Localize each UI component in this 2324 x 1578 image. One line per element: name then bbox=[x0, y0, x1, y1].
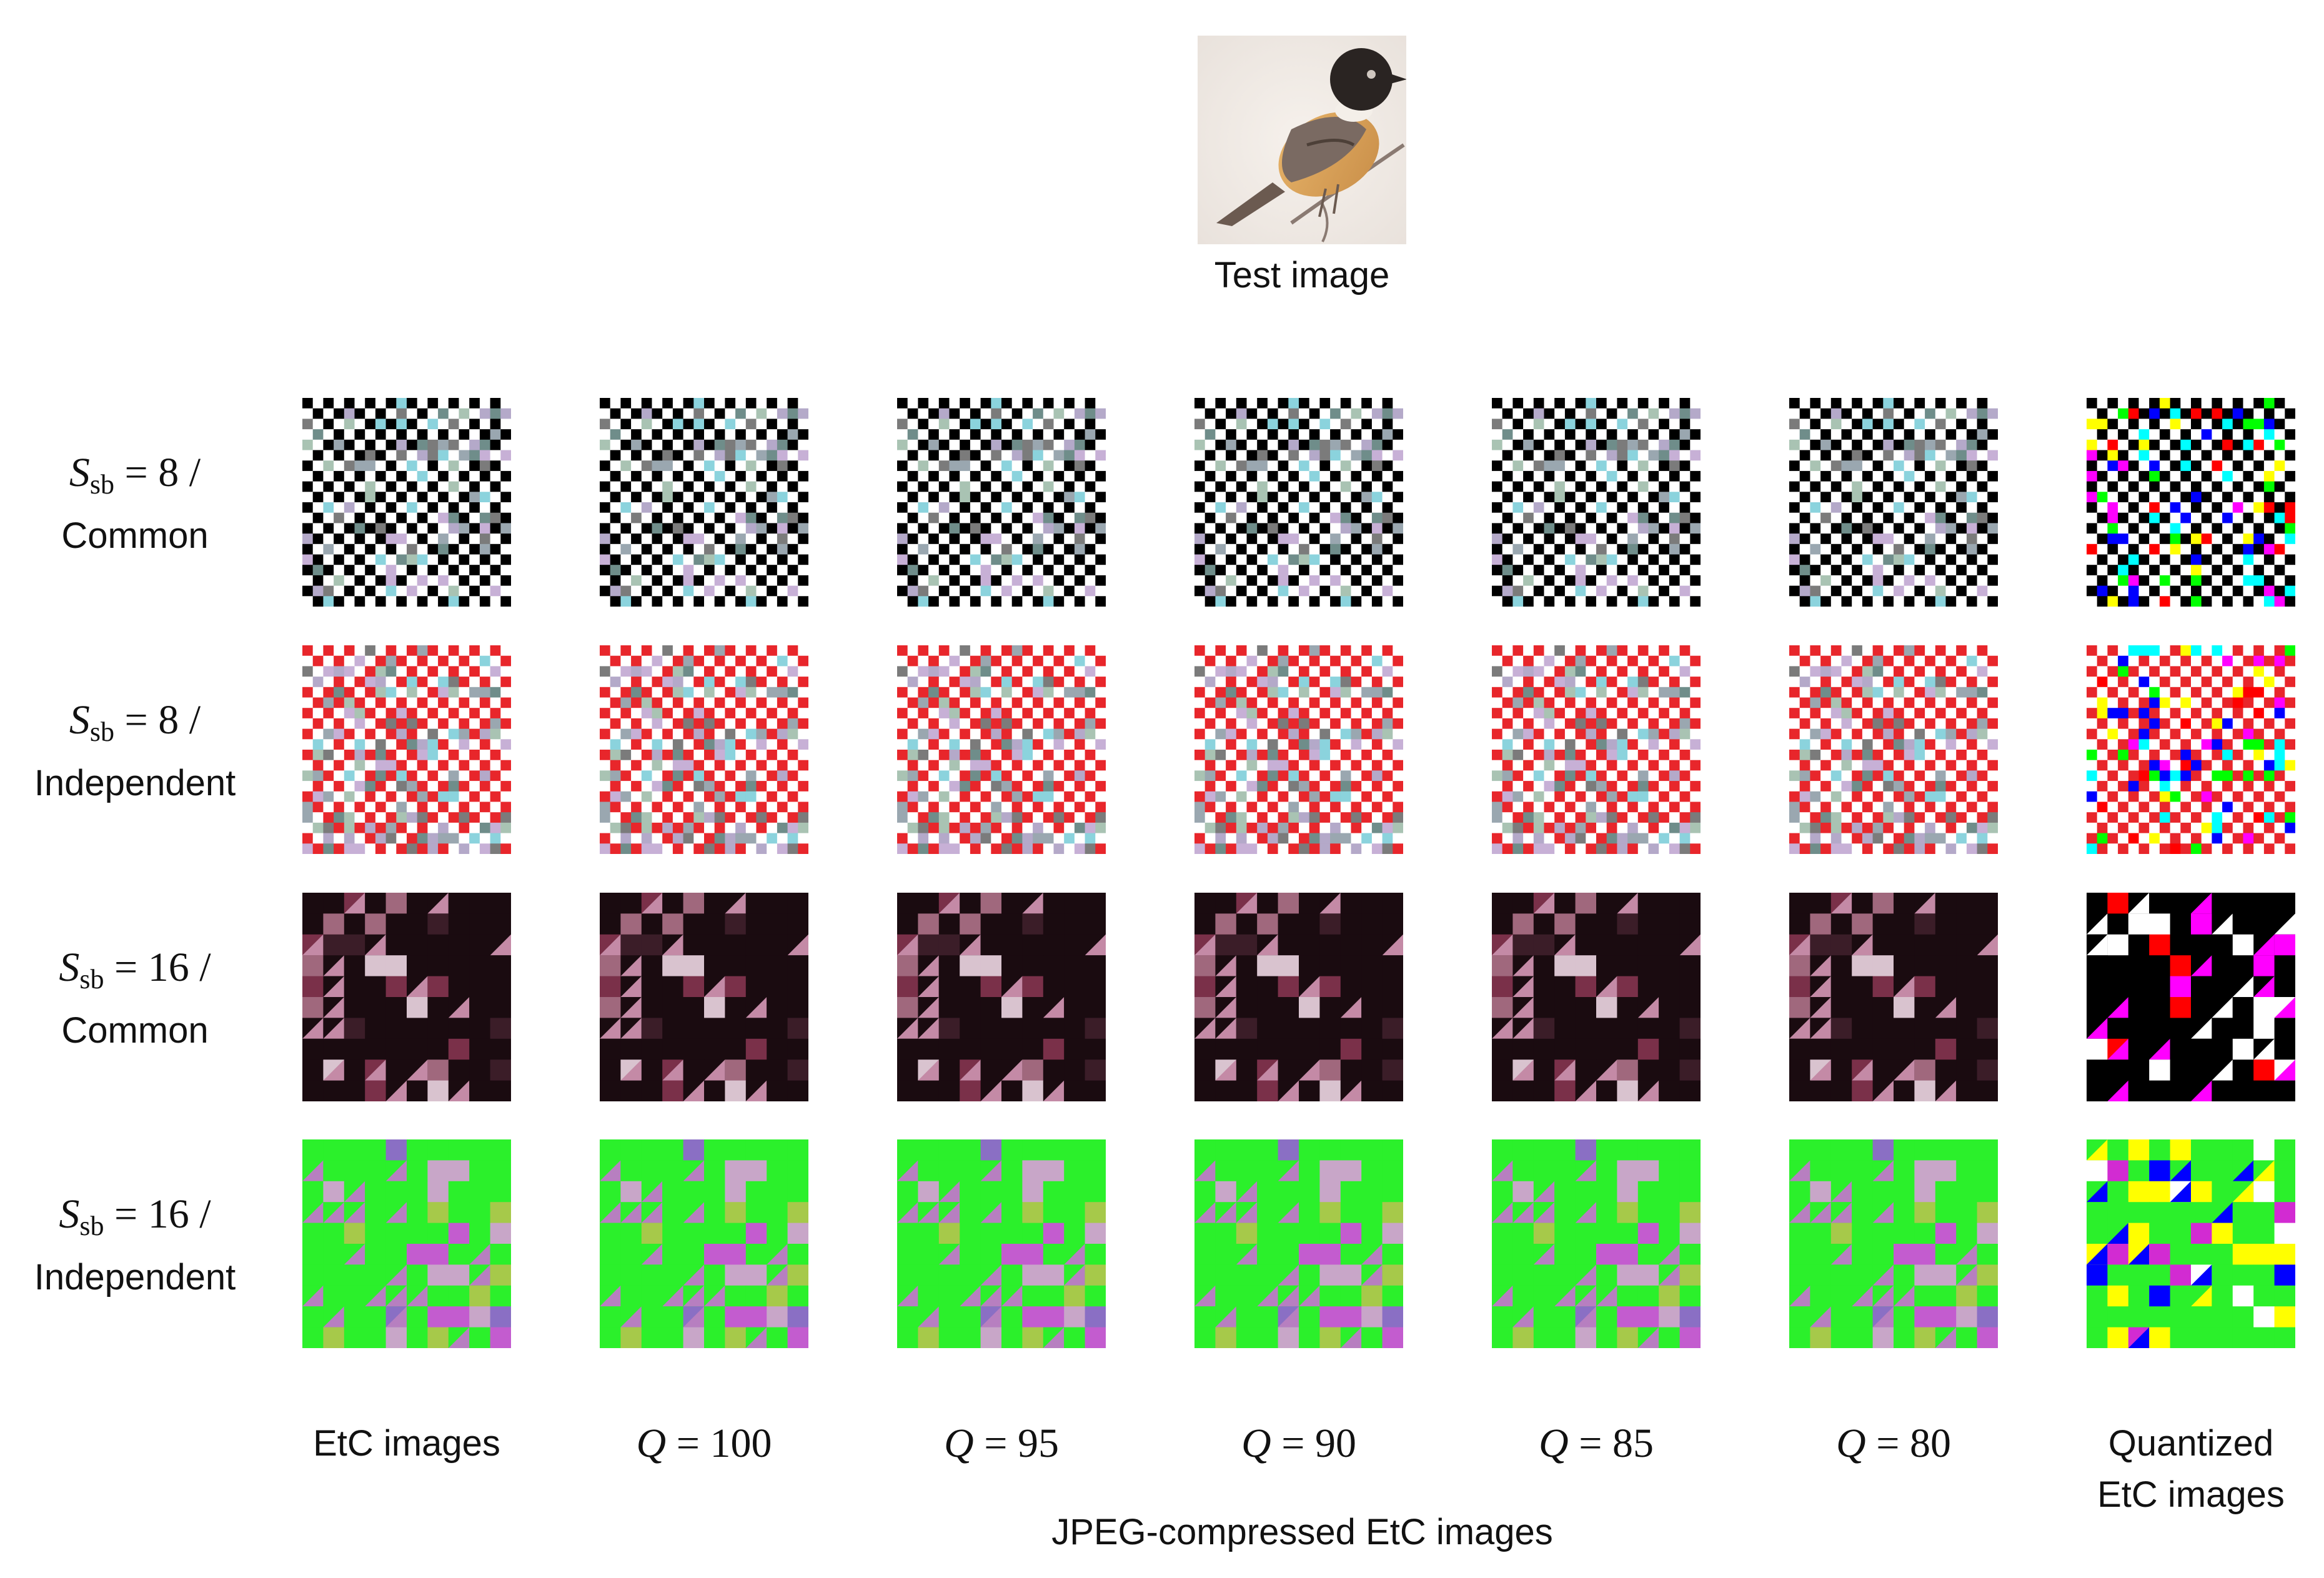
etc-tile-row1-col1 bbox=[302, 398, 511, 607]
etc-tile-row4-col1 bbox=[302, 1139, 511, 1348]
row-label-1: Ssb = 8 / Common bbox=[0, 447, 270, 562]
row-label-mode: Common bbox=[61, 515, 209, 556]
jpeg-group-caption: JPEG-compressed EtC images bbox=[1051, 1512, 1553, 1552]
column-label-5: Q = 85 bbox=[1459, 1418, 1734, 1471]
etc-tile-row1-col2 bbox=[600, 398, 808, 607]
column-label-value: = 90 bbox=[1271, 1421, 1356, 1466]
column-label-value: = 95 bbox=[973, 1421, 1059, 1466]
etc-tile-row4-col3 bbox=[897, 1139, 1106, 1348]
row-label-subscript: sb bbox=[79, 964, 104, 995]
etc-tile-row3-col1 bbox=[302, 893, 511, 1101]
column-label-variable: Q bbox=[636, 1421, 667, 1466]
row-label-subscript: sb bbox=[79, 1211, 104, 1241]
test-image-caption: Test image bbox=[1214, 255, 1390, 295]
etc-tile-row4-col7 bbox=[2087, 1139, 2295, 1348]
etc-tile-row2-col2 bbox=[600, 645, 808, 854]
etc-tile-row1-col3 bbox=[897, 398, 1106, 607]
etc-tile-row3-col7 bbox=[2087, 893, 2295, 1101]
row-label-mode: Independent bbox=[34, 763, 236, 803]
etc-tile-row1-col7 bbox=[2087, 398, 2295, 607]
etc-tile-row2-col4 bbox=[1194, 645, 1403, 854]
column-label-value: = 85 bbox=[1568, 1421, 1654, 1466]
row-label-mode: Independent bbox=[34, 1257, 236, 1298]
test-image-bird bbox=[1198, 36, 1406, 244]
row-label-symbol: S bbox=[69, 697, 90, 743]
etc-tile-row4-col5 bbox=[1492, 1139, 1701, 1348]
column-label-variable: Q bbox=[1241, 1421, 1271, 1466]
row-label-formula: Ssb = 16 / bbox=[0, 942, 270, 1005]
column-label-text: EtC images bbox=[313, 1423, 500, 1464]
etc-tile-row1-col4 bbox=[1194, 398, 1403, 607]
column-label-4: Q = 90 bbox=[1161, 1418, 1436, 1471]
column-label-text: Quantized bbox=[2108, 1423, 2274, 1464]
etc-tile-row2-col6 bbox=[1789, 645, 1998, 854]
column-label-2: Q = 100 bbox=[567, 1418, 842, 1471]
row-label-4: Ssb = 16 / Independent bbox=[0, 1189, 270, 1303]
row-label-mode: Common bbox=[61, 1010, 209, 1051]
etc-tile-row3-col4 bbox=[1194, 893, 1403, 1101]
column-label-variable: Q bbox=[1539, 1421, 1569, 1466]
etc-tile-row4-col4 bbox=[1194, 1139, 1403, 1348]
etc-tile-row1-col6 bbox=[1789, 398, 1998, 607]
row-label-value: = 16 / bbox=[104, 945, 211, 990]
row-label-formula: Ssb = 8 / bbox=[0, 447, 270, 510]
column-label-text-line2: EtC images bbox=[2097, 1474, 2285, 1515]
etc-tile-row3-col2 bbox=[600, 893, 808, 1101]
etc-tile-row1-col5 bbox=[1492, 398, 1701, 607]
row-label-subscript: sb bbox=[89, 469, 115, 500]
column-label-variable: Q bbox=[944, 1421, 974, 1466]
etc-tile-row4-col6 bbox=[1789, 1139, 1998, 1348]
etc-tile-row2-col1 bbox=[302, 645, 511, 854]
etc-tile-row3-col3 bbox=[897, 893, 1106, 1101]
etc-tile-row3-col6 bbox=[1789, 893, 1998, 1101]
etc-tile-row2-col7 bbox=[2087, 645, 2295, 854]
column-label-variable: Q bbox=[1836, 1421, 1866, 1466]
row-label-symbol: S bbox=[59, 1191, 80, 1237]
row-label-formula: Ssb = 16 / bbox=[0, 1189, 270, 1252]
etc-tile-row4-col2 bbox=[600, 1139, 808, 1348]
row-label-3: Ssb = 16 / Common bbox=[0, 942, 270, 1056]
column-label-1: EtC images bbox=[269, 1418, 544, 1469]
row-label-symbol: S bbox=[59, 945, 80, 990]
row-label-2: Ssb = 8 / Independent bbox=[0, 695, 270, 809]
column-label-value: = 100 bbox=[666, 1421, 772, 1466]
row-label-subscript: sb bbox=[89, 717, 115, 747]
row-label-value: = 16 / bbox=[104, 1191, 211, 1237]
row-label-formula: Ssb = 8 / bbox=[0, 695, 270, 758]
row-label-symbol: S bbox=[69, 450, 90, 495]
row-label-value: = 8 / bbox=[114, 697, 201, 743]
etc-tile-row2-col3 bbox=[897, 645, 1106, 854]
column-label-3: Q = 95 bbox=[864, 1418, 1139, 1471]
column-label-value: = 80 bbox=[1865, 1421, 1951, 1466]
column-label-6: Q = 80 bbox=[1756, 1418, 2031, 1471]
row-label-value: = 8 / bbox=[114, 450, 201, 495]
column-label-7: Quantized EtC images bbox=[2053, 1418, 2324, 1521]
etc-tile-row2-col5 bbox=[1492, 645, 1701, 854]
etc-tile-row3-col5 bbox=[1492, 893, 1701, 1101]
